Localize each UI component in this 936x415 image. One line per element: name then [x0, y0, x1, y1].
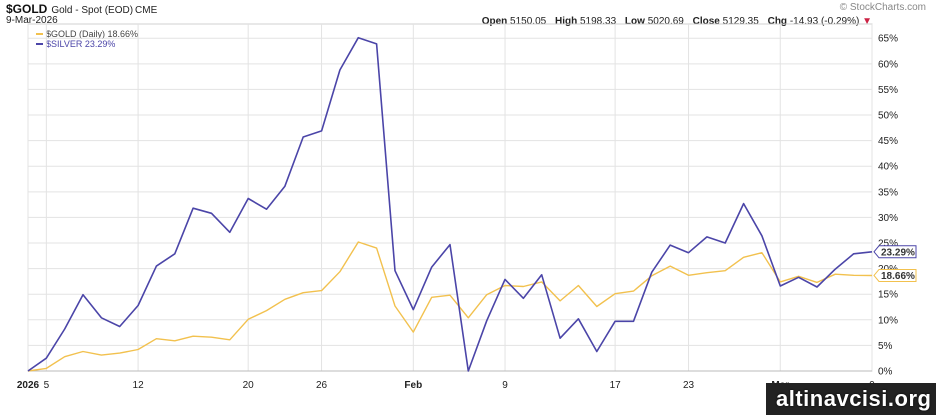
- down-arrow-icon: ▼: [862, 16, 872, 27]
- y-tick-label: 65%: [878, 34, 898, 45]
- y-tick-label: 45%: [878, 136, 898, 147]
- y-tick-label: 15%: [878, 290, 898, 301]
- x-tick-label: 17: [610, 380, 622, 391]
- x-tick-label: Feb: [404, 380, 422, 391]
- end-label-box: [873, 268, 917, 282]
- legend-gold-swatch: [36, 33, 43, 35]
- chart-symbol: $GOLD Gold - Spot (EOD) CME: [6, 2, 157, 16]
- y-tick-label: 60%: [878, 59, 898, 70]
- end-label-text: 23.29%: [881, 247, 915, 258]
- chart-axes: 0%5%10%15%20%25%30%35%40%45%50%55%60%65%…: [17, 34, 898, 391]
- legend-silver: $SILVER 23.29%: [36, 39, 115, 49]
- legend-gold-text: $GOLD (Daily) 18.66%: [46, 29, 139, 39]
- y-tick-label: 30%: [878, 213, 898, 224]
- end-label-gold: 18.66%: [873, 268, 917, 282]
- x-tick-label: 9: [502, 380, 508, 391]
- series-line-gold: [27, 241, 873, 372]
- watermark-text: altinavcisi.org: [776, 386, 932, 411]
- y-tick-label: 35%: [878, 187, 898, 198]
- y-tick-label: 10%: [878, 315, 898, 326]
- x-tick-label: 12: [133, 380, 145, 391]
- exchange-label: CME: [135, 5, 158, 16]
- x-tick-label: 26: [316, 380, 328, 391]
- close-value: 5129.35: [722, 16, 759, 27]
- symbol-description: Gold - Spot (EOD): [51, 5, 134, 16]
- high-value: 5198.33: [579, 16, 617, 27]
- end-label-silver: 23.29%: [873, 245, 917, 259]
- chart-end-labels: 23.29% 18.66%: [873, 245, 917, 282]
- plot-frame: [27, 23, 873, 372]
- high-label: High: [554, 16, 578, 27]
- y-tick-label: 55%: [878, 85, 898, 96]
- legend-silver-swatch: [36, 43, 43, 45]
- chg-value: -14.93 (-0.29%): [789, 16, 860, 27]
- brand-label: © StockCharts.com: [839, 2, 926, 13]
- ohlc-readout: Open 5150.05 High 5198.33 Low 5020.69 Cl…: [476, 16, 872, 27]
- legend-gold: $GOLD (Daily) 18.66%: [36, 29, 138, 39]
- y-tick-label: 0%: [878, 367, 893, 378]
- y-tick-label: 5%: [878, 341, 893, 352]
- legend-silver-text: $SILVER 23.29%: [46, 39, 116, 49]
- y-tick-label: 25%: [878, 239, 898, 250]
- x-tick-label: 20: [243, 380, 255, 391]
- low-value: 5020.69: [647, 16, 684, 27]
- y-tick-label: 50%: [878, 111, 898, 122]
- symbol-text: $GOLD: [6, 2, 48, 16]
- y-tick-label: 40%: [878, 162, 898, 173]
- end-label-text: 18.66%: [881, 271, 915, 282]
- series-line-silver: [27, 36, 873, 372]
- low-label: Low: [624, 16, 645, 27]
- chart-date: 9-Mar-2026: [6, 15, 58, 26]
- x-tick-label: 5: [44, 380, 50, 391]
- chart-series: [27, 36, 873, 372]
- watermark-badge: altinavcisi.org: [766, 383, 936, 415]
- close-label: Close: [692, 16, 720, 27]
- x-tick-label: 23: [683, 380, 695, 391]
- end-label-box: [873, 245, 917, 259]
- open-label: Open: [481, 16, 508, 27]
- chart-grid: [27, 23, 873, 372]
- open-value: 5150.05: [510, 16, 547, 27]
- x-tick-label: 2026: [17, 380, 40, 391]
- chg-label: Chg: [767, 16, 788, 27]
